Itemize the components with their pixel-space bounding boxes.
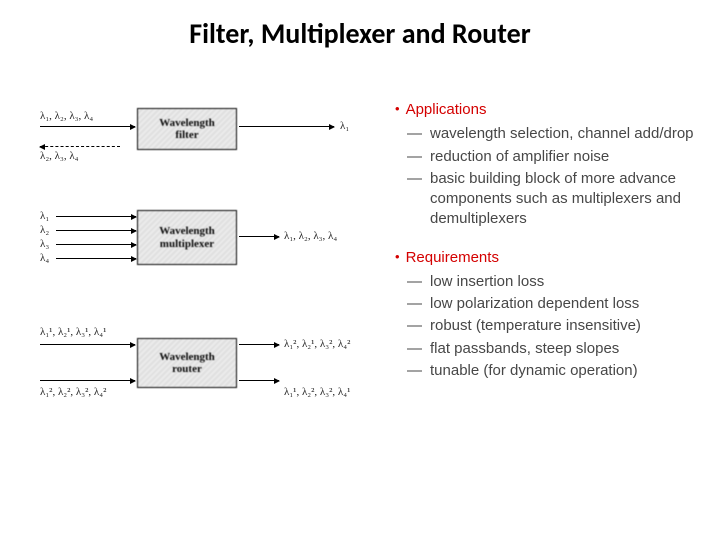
dash-icon: — — [407, 339, 422, 359]
mux-in2-label: λ₂ — [40, 224, 49, 236]
mux-in1-label: λ₁ — [40, 210, 49, 222]
mux-in4-label: λ₄ — [40, 252, 49, 264]
router-out-bot-arrow — [239, 380, 279, 381]
dash-icon: — — [407, 361, 422, 381]
bullet-icon: • — [395, 100, 400, 118]
requirements-item: — flat passbands, steep slopes — [395, 339, 695, 359]
applications-item: —basic building block of more advance co… — [395, 169, 695, 230]
router-out-top-arrow — [239, 344, 279, 345]
requirements-heading-text: Requirements — [406, 249, 499, 266]
router-box: Wavelength router — [137, 338, 237, 388]
diagram-panel: λ₁, λ₂, λ₃, λ₄ λ₂, λ₃, λ₄ Wavelength fil… — [40, 100, 380, 450]
requirements-item: — low insertion loss — [395, 272, 695, 292]
requirements-item-text: low polarization dependent loss — [430, 294, 639, 314]
bullet-icon: • — [395, 248, 400, 266]
requirements-item-text: tunable (for dynamic operation) — [430, 361, 638, 381]
mux-in1-arrow — [56, 216, 136, 217]
dash-icon: — — [407, 272, 422, 292]
filter-output-label: λ₁ — [340, 120, 349, 132]
mux-in3-label: λ₃ — [40, 238, 49, 250]
filter-box: Wavelength filter — [137, 108, 237, 150]
requirements-item: — low polarization dependent loss — [395, 294, 695, 314]
router-out-top-label: λ₁², λ₂¹, λ₃², λ₄² — [284, 338, 350, 350]
mux-in3-arrow — [56, 244, 136, 245]
router-in-top-arrow — [40, 344, 135, 345]
router-in-top-label: λ₁¹, λ₂¹, λ₃¹, λ₄¹ — [40, 326, 106, 338]
requirements-item-text: robust (temperature insensitive) — [430, 316, 641, 336]
router-out-bot-label: λ₁¹, λ₂², λ₃², λ₄¹ — [284, 386, 350, 398]
requirements-item-text: flat passbands, steep slopes — [430, 339, 619, 359]
applications-item: — wavelength selection, channel add/drop — [395, 124, 695, 144]
mux-in4-arrow — [56, 258, 136, 259]
text-column: • Applications — wavelength selection, cha… — [395, 100, 695, 383]
applications-item-text: basic building block of more advance com… — [430, 169, 695, 230]
applications-item: — reduction of amplifier noise — [395, 147, 695, 167]
mux-output-label: λ₁, λ₂, λ₃, λ₄ — [284, 230, 337, 242]
dash-icon: — — [407, 316, 422, 336]
dash-icon: — — [407, 169, 422, 230]
applications-heading-text: Applications — [406, 101, 487, 118]
router-box-label: Wavelength router — [159, 351, 215, 375]
filter-input-label: λ₁, λ₂, λ₃, λ₄ — [40, 110, 93, 122]
filter-reflect-arrow — [40, 146, 120, 147]
requirements-item: — robust (temperature insensitive) — [395, 316, 695, 336]
requirements-item-text: low insertion loss — [430, 272, 544, 292]
applications-item-text: wavelength selection, channel add/drop — [430, 124, 694, 144]
filter-box-label: Wavelength filter — [159, 117, 215, 141]
applications-item-text: reduction of amplifier noise — [430, 147, 609, 167]
requirements-item: — tunable (for dynamic operation) — [395, 361, 695, 381]
requirements-heading: • Requirements — [395, 248, 695, 268]
router-diagram: λ₁¹, λ₂¹, λ₃¹, λ₄¹ λ₁², λ₂², λ₃², λ₄² Wa… — [40, 320, 380, 450]
router-in-bot-label: λ₁², λ₂², λ₃², λ₄² — [40, 386, 106, 398]
mux-output-arrow — [239, 236, 279, 237]
filter-reflect-label: λ₂, λ₃, λ₄ — [40, 150, 79, 162]
mux-box-label: Wavelength multiplexer — [159, 225, 215, 249]
mux-diagram: λ₁ λ₂ λ₃ λ₄ Wavelength multiplexer λ₁, λ… — [40, 210, 380, 320]
filter-diagram: λ₁, λ₂, λ₃, λ₄ λ₂, λ₃, λ₄ Wavelength fil… — [40, 100, 380, 210]
page-title: Filter, Multiplexer and Router — [0, 16, 720, 51]
dash-icon: — — [407, 147, 422, 167]
router-in-bot-arrow — [40, 380, 135, 381]
applications-heading: • Applications — [395, 100, 695, 120]
filter-output-arrow — [239, 126, 334, 127]
dash-icon: — — [407, 124, 422, 144]
mux-in2-arrow — [56, 230, 136, 231]
filter-input-arrow — [40, 126, 135, 127]
mux-box: Wavelength multiplexer — [137, 210, 237, 265]
dash-icon: — — [407, 294, 422, 314]
